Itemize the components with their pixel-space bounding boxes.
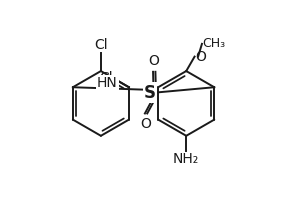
- Text: S: S: [144, 84, 156, 102]
- Text: Cl: Cl: [99, 71, 113, 85]
- Text: O: O: [148, 55, 159, 68]
- Text: O: O: [195, 50, 206, 64]
- Text: HN: HN: [97, 76, 118, 90]
- Text: CH₃: CH₃: [202, 37, 225, 50]
- Text: Cl: Cl: [94, 38, 108, 52]
- Text: NH₂: NH₂: [173, 152, 199, 167]
- Text: O: O: [141, 117, 151, 131]
